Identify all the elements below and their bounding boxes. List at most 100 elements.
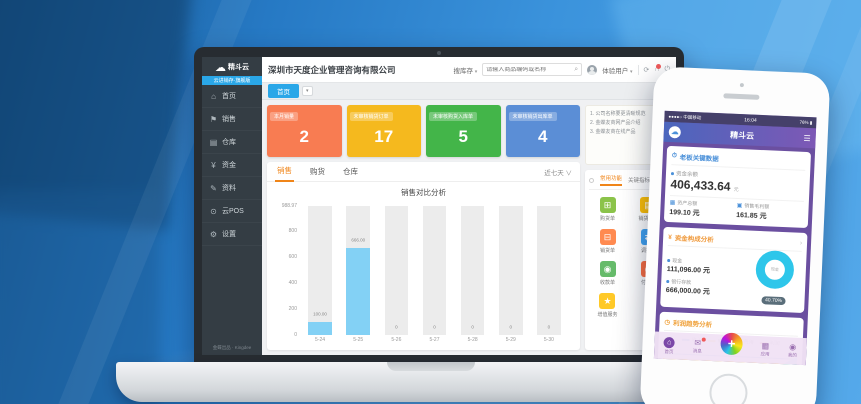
stat-card-value: 17 — [374, 127, 394, 146]
funds-donut-chart: 现金 — [755, 249, 795, 290]
notification-bell-icon[interactable]: ∩ — [654, 64, 662, 73]
tab-add[interactable]: + — [720, 331, 744, 355]
stat-card[interactable]: 未审核销货订单 17 — [346, 105, 421, 157]
phone-tab-bar: ⌂ 首页 ✉ 消息 + ▦ 应用 ◉ 我的 — [653, 331, 807, 366]
notification-badge — [656, 64, 662, 69]
cloud-logo-icon: ☁ — [668, 125, 682, 139]
funds-analysis-card[interactable]: ¥ 资金构成分析 › 现金 111,096.00 元 — [660, 226, 808, 314]
bar-slot: 0 5-26 — [384, 206, 409, 343]
sidebar-item[interactable]: ▤ 仓库 — [202, 131, 262, 154]
tab-home[interactable]: 首页 — [268, 84, 299, 98]
home-icon: ⌂ — [663, 336, 676, 348]
sidebar-item[interactable]: ✎ 资料 — [202, 177, 262, 200]
bar-value-label: 0 — [471, 324, 474, 330]
stat-cards-row: 本月销量 2 未审核销货订单 17 未审核购货入库单 — [267, 105, 580, 157]
quick-tabs: 常用功能 关键指标 — [589, 174, 667, 190]
sidebar-item-icon: ⊙ — [210, 206, 217, 216]
webcam-icon — [437, 51, 441, 55]
bar-slot: 0 5-29 — [498, 206, 523, 343]
money-icon: ¥ — [668, 233, 672, 241]
sidebar-item-label: 资料 — [222, 185, 236, 192]
chevron-down-icon: ▾ — [474, 68, 478, 75]
gross-profit-column: ▣ 销售毛利额 161.85 元 — [736, 202, 804, 223]
quick-shortcut[interactable]: ⊟ 销货单 — [599, 229, 616, 254]
phone-camera-icon — [739, 82, 744, 88]
sidebar-footer: 金蝶出品 · Kingdee — [212, 345, 252, 350]
chart-tab[interactable]: 仓库 — [343, 167, 358, 176]
chart-tabs: 销售 购货 仓库 近七天 ∨ — [267, 162, 580, 182]
stat-card-value: 5 — [458, 127, 468, 146]
y-axis-max-label: 988.97 — [281, 203, 297, 209]
sidebar-item-icon: ⚙ — [209, 229, 218, 239]
app-logo-text: 精斗云 — [228, 64, 249, 72]
bar-value-label: 0 — [547, 324, 551, 330]
sidebar-item-icon: ¥ — [211, 160, 216, 170]
chart-tab[interactable]: 销售 — [275, 161, 294, 182]
key-data-card[interactable]: ⏱ 老板关键数据 资金余额 406,433.64 元 ▦ 资产总额 199.10 … — [663, 145, 812, 229]
sidebar-item[interactable]: ⊙ 云POS — [202, 200, 262, 223]
search-category-dropdown[interactable]: 搜库存 ▾ — [453, 67, 478, 75]
bar-value-label: 0 — [433, 324, 436, 330]
tab-apps[interactable]: ▦ 应用 — [760, 341, 770, 357]
x-axis-label: 5-25 — [353, 337, 364, 343]
sidebar-item[interactable]: ¥ 资金 — [202, 154, 262, 177]
assets-label: 资产总额 — [677, 200, 698, 208]
search-input[interactable] — [486, 66, 575, 73]
user-avatar[interactable] — [587, 64, 598, 75]
bar-background — [537, 206, 561, 335]
sidebar-item-label: 首页 — [222, 93, 236, 100]
profile-icon: ◉ — [789, 342, 797, 352]
chevron-right-icon[interactable]: › — [799, 239, 803, 247]
stat-card-value: 4 — [538, 127, 548, 146]
quick-shortcut[interactable]: ◉ 收款单 — [599, 261, 616, 286]
stat-card[interactable]: 未审核销货出库单 4 — [505, 105, 580, 157]
funds-row: 现金 111,096.00 元 银行存款 666,000.00 元 — [665, 246, 801, 308]
user-menu[interactable]: 体验用户 ▾ — [602, 67, 633, 75]
tab-list-dropdown[interactable]: ▾ — [302, 86, 313, 96]
sidebar-item[interactable]: ⌂ 首页 — [202, 85, 262, 108]
bar-slot: 666.00 5-25 — [346, 206, 371, 343]
memo-line: 2. 金蝶友商网产品介绍 — [590, 120, 641, 126]
y-axis-tick: 200 — [288, 305, 297, 312]
battery-label: 76% ▮ — [799, 119, 813, 125]
phone-home-button[interactable] — [708, 372, 749, 404]
collapse-radio-icon[interactable] — [589, 177, 594, 183]
gross-profit-value: 161.85 元 — [736, 211, 767, 221]
sidebar-item-icon: ✎ — [210, 183, 217, 193]
tab-profile[interactable]: ◉ 我的 — [787, 342, 798, 358]
trend-icon: ◷ — [664, 318, 671, 327]
stat-card[interactable]: 本月销量 2 — [267, 105, 342, 157]
stat-card[interactable]: 未审核购货入库单 5 — [426, 105, 501, 157]
x-axis-label: 5-29 — [505, 337, 516, 343]
bar-background — [422, 206, 447, 335]
plus-button-icon: + — [720, 331, 744, 355]
header-controls: 搜库存 ▾ ⌕ 体验用户 ▾ ⟳ ∩ ⏻ — [453, 63, 670, 76]
stat-card-label: 本月销量 — [270, 112, 299, 121]
sidebar-item-icon: ▤ — [209, 137, 218, 147]
quick-shortcut[interactable]: ★ 增值服务 — [597, 293, 618, 318]
bar-background — [308, 206, 332, 335]
tab-messages[interactable]: ✉ 消息 — [693, 337, 706, 354]
bar-value[interactable] — [308, 321, 332, 335]
tab-key-metrics[interactable]: 关键指标 — [628, 178, 651, 184]
sidebar-item[interactable]: ⚙ 设置 — [202, 223, 262, 246]
hamburger-menu-icon[interactable]: ☰ — [803, 133, 811, 143]
quick-shortcut[interactable]: ⊞ 购货单 — [599, 197, 616, 222]
chart-tab[interactable]: 购货 — [310, 167, 325, 176]
search-icon[interactable]: ⌕ — [574, 65, 579, 73]
bullet-icon — [667, 259, 671, 263]
laptop-screen: ☁ 精斗云 云进销存·旗舰版 ⌂ 首页 ⚑ 销售 ▤ 仓库 — [202, 57, 676, 355]
company-name: 深圳市天度企业管理咨询有限公司 — [268, 64, 396, 75]
stat-card-value: 2 — [299, 127, 309, 146]
stat-card-label: 未审核购货入库单 — [429, 112, 478, 121]
tab-home[interactable]: ⌂ 首页 — [663, 336, 676, 354]
cloud-logo-icon: ☁ — [215, 62, 226, 74]
date-range-dropdown[interactable]: 近七天 ∨ — [544, 169, 572, 177]
sidebar-item[interactable]: ⚑ 销售 — [202, 108, 262, 131]
bar-value[interactable] — [346, 248, 371, 335]
refresh-icon[interactable]: ⟳ — [643, 66, 650, 74]
tab-common-functions[interactable]: 常用功能 — [600, 174, 623, 186]
fund-item: 现金 111,096.00 元 — [667, 257, 750, 278]
laptop-bezel: ☁ 精斗云 云进销存·旗舰版 ⌂ 首页 ⚑ 销售 ▤ 仓库 — [194, 47, 684, 365]
